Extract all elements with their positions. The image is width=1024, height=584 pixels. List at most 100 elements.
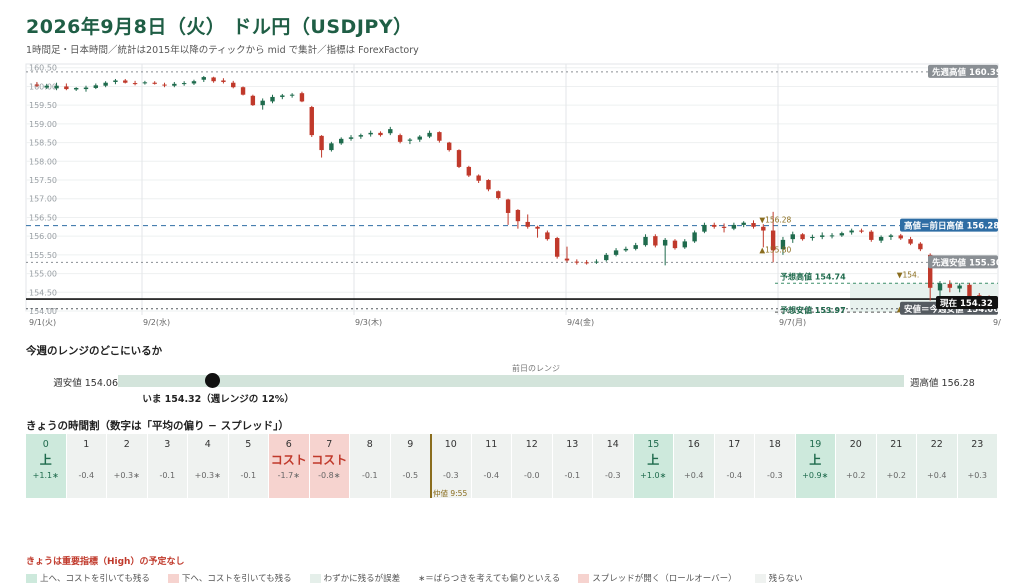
candle-up: [388, 129, 393, 134]
hour-cell: 18 -0.3: [755, 434, 795, 498]
candle-up: [417, 136, 422, 140]
range-low-label: 週安値 154.06: [53, 378, 118, 389]
range-bar: [118, 375, 904, 387]
candle-up: [829, 235, 835, 237]
hour-signal: [512, 452, 552, 468]
forecast-high-label: 予想高値 154.74: [780, 271, 846, 281]
candle-up: [103, 82, 108, 86]
legend-swatch: [754, 573, 766, 583]
range-high-label: 週高値 156.28: [910, 378, 975, 389]
hour-signal: [188, 452, 228, 468]
hour-signal: [917, 452, 957, 468]
candle-up: [604, 254, 609, 261]
legend-label: スプレッドが開く（ロールオーバー）: [592, 574, 737, 584]
y-tick-label: 156.00: [29, 232, 57, 241]
hour-value: -0.3: [442, 471, 459, 480]
hour-value: -0.0: [523, 471, 540, 480]
y-tick-label: 154.00: [29, 307, 57, 316]
hour-cell: 3 -0.1: [147, 434, 187, 498]
candle-up: [44, 85, 49, 88]
candle-up: [849, 230, 854, 233]
hour-cell: 11 -0.4: [471, 434, 512, 498]
candle-down: [564, 258, 570, 261]
candle-up: [407, 139, 413, 141]
hour-value: -0.8∗: [318, 471, 341, 480]
hour-number: 18: [768, 439, 781, 450]
hour-cell: 13 -0.1: [552, 434, 592, 498]
level-tag-label: 安値＝今週安値 154.06: [904, 304, 999, 315]
hour-number: 21: [890, 439, 903, 450]
candle-down: [456, 150, 462, 167]
hour-signal: [107, 452, 147, 468]
candle-down: [574, 261, 580, 263]
weekly-range-heading: 今週のレンジのどこにいるか: [26, 345, 163, 357]
legend-item: ∗＝ばらつきを考えても偏りといえる: [418, 572, 560, 584]
weekly-range: 前日のレンジ 週安値 154.06 週高値 156.28 いま 154.32（週…: [26, 362, 998, 408]
candle-up: [613, 250, 619, 255]
hour-signal: [472, 452, 512, 468]
hour-signal: [391, 452, 431, 468]
candle-up: [741, 222, 746, 225]
candle-down: [525, 221, 530, 227]
candle-up: [682, 241, 687, 248]
hour-number: 12: [525, 439, 538, 450]
candle-down: [162, 84, 167, 86]
hour-cell: 10 -0.3 仲値 9:55: [430, 434, 471, 498]
candle-down: [721, 226, 727, 228]
candle-up: [702, 224, 707, 232]
hour-value: +0.9∗: [802, 471, 829, 480]
x-tick-label: 9/4(金): [567, 317, 594, 327]
hour-signal: [877, 452, 917, 468]
legend-item: スプレッドが開く（ロールオーバー）: [578, 572, 737, 584]
level-tag: [900, 218, 998, 232]
candle-down: [770, 230, 776, 251]
candle-up: [427, 132, 432, 137]
hour-signal: [593, 452, 633, 468]
hourly-grid: 0 上 +1.1∗ 1 -0.4 2 +0.3∗ 3 -0.1 4 +0.3∗ 5 -0.1 6 コスト -1…: [26, 434, 998, 498]
hour-value: -1.7∗: [277, 471, 300, 480]
level-tag: [936, 296, 998, 310]
hour-number: 11: [485, 439, 498, 450]
legend-item: 上へ、コストを引いても残る: [26, 572, 150, 584]
event-notice: きょうは重要指標（High）の予定なし: [26, 557, 185, 567]
hour-cell: 23 +0.3: [957, 434, 997, 498]
hour-number: 0: [42, 439, 49, 450]
y-tick-label: 160.50: [29, 64, 57, 73]
hour-value: -0.1: [361, 471, 378, 480]
hour-number: 9: [407, 439, 414, 450]
candle-down: [653, 236, 658, 246]
candle-down: [712, 224, 717, 227]
hour-number: 15: [647, 439, 660, 450]
candle-up: [594, 261, 599, 263]
hour-number: 3: [164, 439, 171, 450]
hour-signal: 上: [809, 453, 822, 467]
y-tick-label: 159.00: [29, 120, 57, 129]
y-tick-label: 158.50: [29, 139, 57, 148]
hour-value: +0.4: [927, 471, 947, 480]
candle-down: [240, 87, 246, 95]
hour-cell: 0 上 +1.1∗: [26, 434, 66, 498]
candle-down: [486, 180, 491, 190]
candle-down: [231, 82, 236, 88]
hour-cell: 7 コスト -0.8∗: [309, 434, 349, 498]
x-tick-label: 9/3(木): [355, 317, 382, 327]
candle-up: [662, 239, 668, 246]
candle-up: [191, 81, 197, 84]
candle-up: [348, 137, 354, 139]
candle-down: [515, 209, 521, 222]
hour-cell: 17 -0.4: [714, 434, 754, 498]
level-tag-label: 先週安値 155.30: [932, 257, 1002, 268]
candle-down: [34, 84, 40, 86]
legend: 上へ、コストを引いても残る 下へ、コストを引いても残る わずかに残るが誤差 ∗＝ばらつ…: [26, 572, 821, 584]
hour-value: -0.1: [159, 471, 176, 480]
legend-label: ∗＝ばらつきを考えても偏りといえる: [418, 574, 561, 584]
candle-up: [329, 143, 334, 151]
x-tick-label: 9/: [993, 318, 1001, 327]
hour-cell: 4 +0.3∗: [188, 434, 228, 498]
candle-down: [309, 107, 314, 136]
hour-signal: [674, 452, 714, 468]
hour-cell: 14 -0.3: [593, 434, 633, 498]
hour-value: +0.3∗: [194, 471, 221, 480]
y-tick-label: 156.50: [29, 213, 57, 222]
candle-up: [692, 232, 697, 242]
